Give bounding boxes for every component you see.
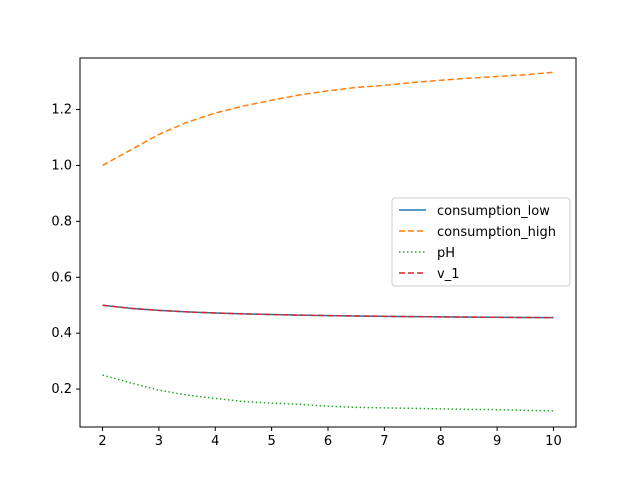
series-group [102,71,554,412]
x-tick-label: 6 [324,434,332,449]
y-tick-label: 1.0 [51,158,72,173]
legend-label: v_1 [437,267,459,282]
x-tick-label: 7 [380,434,388,449]
y-tick-label: 1.2 [51,103,72,118]
series-line-pH [102,374,554,412]
y-tick-label: 0.8 [51,214,72,229]
y-tick-label: 0.4 [51,326,72,341]
y-tick-label: 0.2 [51,382,72,397]
legend-label: consumption_low [437,204,550,219]
x-tick-label: 9 [493,434,501,449]
series-line-consumption_high [102,71,554,167]
x-tick-label: 4 [211,434,219,449]
legend-box [391,197,571,287]
x-tick-label: 10 [545,434,562,449]
legend: consumption_low consumption_high pH v_1 [391,197,571,287]
legend-label: pH [437,246,455,261]
x-axis: 2 3 4 5 6 7 8 9 10 [98,427,562,449]
y-tick-label: 0.6 [51,270,72,285]
x-tick-label: 2 [98,434,106,449]
y-axis: 0.2 0.4 0.6 0.8 1.0 1.2 [51,103,80,397]
x-tick-label: 5 [267,434,275,449]
x-tick-label: 8 [437,434,445,449]
legend-label: consumption_high [437,225,556,240]
series-line-v_1 [102,304,554,319]
x-tick-label: 3 [155,434,163,449]
